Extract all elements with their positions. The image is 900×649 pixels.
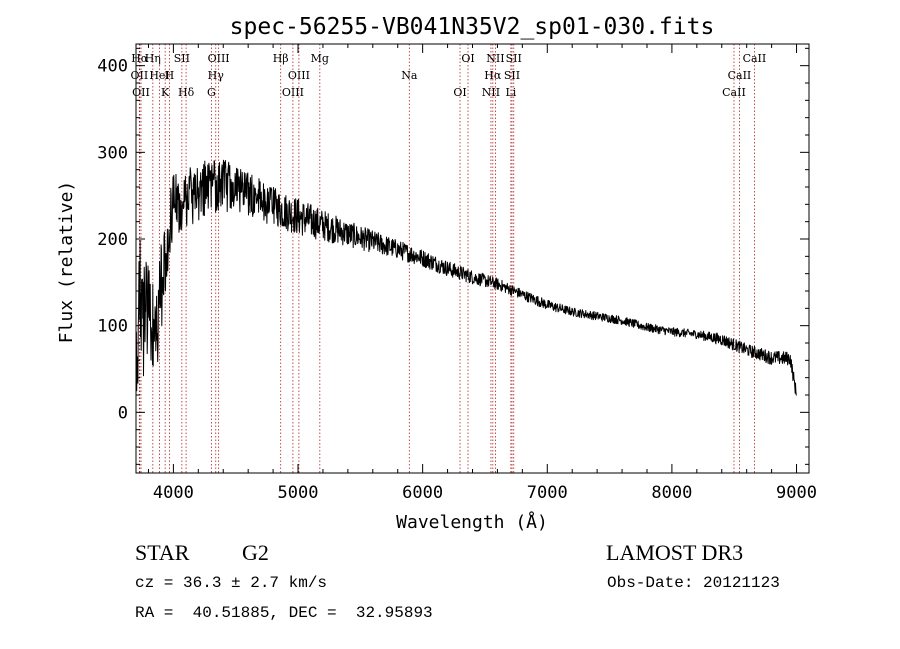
spectral-line-label: Hη bbox=[145, 52, 161, 65]
spectral-line-label: CaII bbox=[722, 86, 746, 99]
spectral-line-label: Hγ bbox=[208, 69, 225, 82]
chart-title: spec-56255-VB041N35V2_sp01-030.fits bbox=[230, 14, 715, 40]
spectral-line-label: Hδ bbox=[178, 86, 195, 99]
spectral-line-label: Hα bbox=[484, 69, 502, 82]
plot-frame bbox=[135, 43, 810, 474]
spectral-line-label: G bbox=[207, 86, 216, 99]
spectral-line-label: SII bbox=[504, 69, 520, 82]
spectral-line-label: OII bbox=[131, 69, 149, 82]
spectral-line-label: OII bbox=[132, 86, 150, 99]
redshift-label: cz = 36.3 ± 2.7 km/s bbox=[135, 574, 328, 592]
obs-date-label: Obs-Date: 20121123 bbox=[607, 574, 780, 592]
spectral-line-label: Li bbox=[505, 86, 516, 99]
spectral-line-label: H bbox=[165, 69, 175, 82]
spectral-line-label: NII bbox=[486, 52, 504, 65]
spectral-line-labels: HαOIIOIIHηHeIKSIIHHδOIIIHγGHβOIIIOIIIMgN… bbox=[131, 52, 767, 99]
y-axis-ticks: 0 100 200 300 400 bbox=[97, 47, 809, 465]
spectral-line-label: Na bbox=[401, 69, 418, 82]
object-subclass: G2 bbox=[242, 540, 269, 565]
spectrum-line bbox=[135, 159, 797, 396]
spectral-line-label: OIII bbox=[208, 52, 230, 65]
x-axis-ticks: 4000 5000 6000 7000 8000 9000 bbox=[147, 44, 817, 503]
y-tick-label: 0 bbox=[118, 403, 128, 423]
y-tick-label: 200 bbox=[97, 230, 128, 250]
coordinates-label: RA = 40.51885, DEC = 32.95893 bbox=[135, 604, 433, 622]
x-axis-label: Wavelength (Å) bbox=[396, 511, 548, 533]
x-tick-label: 9000 bbox=[776, 483, 817, 503]
object-class: STAR bbox=[135, 540, 190, 565]
spectral-line-label: OIII bbox=[288, 69, 310, 82]
y-axis-label: Flux (relative) bbox=[56, 181, 77, 344]
x-tick-label: 8000 bbox=[651, 483, 692, 503]
y-tick-label: 400 bbox=[97, 57, 128, 77]
spectral-line-label: HeI bbox=[149, 69, 169, 82]
spectral-line-label: K bbox=[161, 86, 170, 99]
spectral-line-label: CaII bbox=[743, 52, 767, 65]
spectral-line-label: SII bbox=[506, 52, 522, 65]
spectral-line-label: OI bbox=[453, 86, 466, 99]
x-tick-label: 7000 bbox=[527, 483, 568, 503]
spectral-line-label: NII bbox=[482, 86, 500, 99]
x-tick-label: 4000 bbox=[153, 483, 194, 503]
spectral-line-markers bbox=[138, 44, 755, 473]
spectral-line-label: OIII bbox=[282, 86, 304, 99]
spectral-line-label: OI bbox=[461, 52, 474, 65]
x-tick-label: 6000 bbox=[402, 483, 443, 503]
y-tick-label: 100 bbox=[97, 317, 128, 337]
x-tick-label: 5000 bbox=[278, 483, 319, 503]
spectral-line-label: Mg bbox=[311, 52, 329, 65]
spectral-line-label: CaII bbox=[728, 69, 752, 82]
spectral-line-label: SII bbox=[174, 52, 190, 65]
spectral-line-label: Hβ bbox=[273, 52, 289, 65]
y-tick-label: 300 bbox=[97, 143, 128, 163]
survey-label: LAMOST DR3 bbox=[606, 540, 744, 565]
